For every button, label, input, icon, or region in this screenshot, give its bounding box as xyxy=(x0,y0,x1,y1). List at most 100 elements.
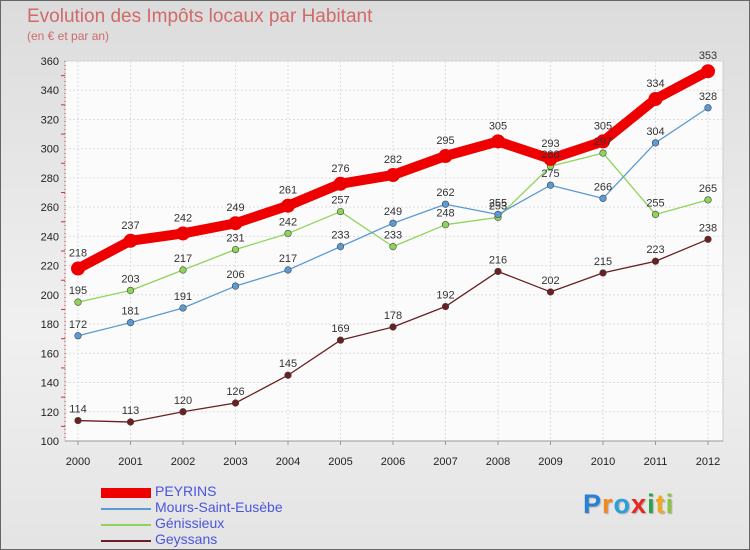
logo-letter: i xyxy=(647,489,656,519)
logo-letter: P xyxy=(583,489,603,519)
data-point xyxy=(701,64,715,79)
data-point xyxy=(704,235,712,243)
y-tick-label: 120 xyxy=(41,407,59,419)
data-point xyxy=(71,261,85,276)
plot-area xyxy=(64,60,724,442)
legend-swatch xyxy=(101,524,151,526)
data-point xyxy=(231,399,240,407)
data-point xyxy=(494,267,502,276)
data-label: 217 xyxy=(279,253,297,265)
data-label: 202 xyxy=(541,275,559,287)
x-tick-label: 2004 xyxy=(276,456,300,468)
x-tick-label: 2008 xyxy=(486,456,510,468)
data-point xyxy=(336,336,345,344)
data-point xyxy=(284,266,292,274)
y-tick-label: 140 xyxy=(41,378,59,390)
legend-swatch xyxy=(101,488,151,498)
logo-letter: o xyxy=(613,489,632,519)
data-label: 249 xyxy=(226,202,244,214)
y-tick-label: 260 xyxy=(41,202,59,214)
data-point xyxy=(543,151,558,166)
data-point xyxy=(546,181,555,189)
data-point xyxy=(179,408,187,416)
data-point xyxy=(441,302,450,311)
data-label: 255 xyxy=(489,197,507,209)
data-label: 203 xyxy=(121,273,139,285)
data-point xyxy=(176,226,190,241)
data-point xyxy=(336,243,345,251)
data-label: 114 xyxy=(69,404,87,416)
data-point xyxy=(651,139,660,147)
data-label: 181 xyxy=(121,306,139,318)
data-label: 242 xyxy=(174,212,192,224)
x-tick-label: 2011 xyxy=(644,456,668,468)
data-label: 216 xyxy=(489,254,507,266)
data-label: 237 xyxy=(121,220,139,232)
data-label: 238 xyxy=(699,222,717,234)
data-label: 113 xyxy=(122,405,140,417)
y-tick-label: 160 xyxy=(41,348,59,360)
y-tick-label: 220 xyxy=(41,261,59,273)
data-label: 145 xyxy=(279,358,297,370)
logo-letter: t xyxy=(655,489,666,519)
data-point xyxy=(494,210,502,219)
data-point xyxy=(648,92,663,106)
data-label: 169 xyxy=(331,323,349,335)
data-label: 255 xyxy=(646,197,664,209)
y-tick-label: 240 xyxy=(41,231,59,243)
y-tick-label: 180 xyxy=(41,319,59,331)
data-point xyxy=(281,198,295,213)
legend-label: Geyssans xyxy=(155,531,218,547)
data-point xyxy=(126,286,135,295)
data-point xyxy=(74,332,82,340)
logo-letter: r xyxy=(602,489,614,519)
data-point xyxy=(438,149,453,163)
data-label: 223 xyxy=(646,244,664,256)
data-label: 126 xyxy=(226,386,244,398)
x-tick-label: 2003 xyxy=(223,456,247,468)
data-label: 192 xyxy=(436,290,454,302)
data-label: 353 xyxy=(699,50,717,62)
data-point xyxy=(441,221,450,229)
x-tick-label: 2005 xyxy=(328,456,352,468)
x-tick-label: 2002 xyxy=(171,456,195,468)
x-tick-label: 2010 xyxy=(591,456,615,468)
data-point xyxy=(651,210,660,219)
data-label: 288 xyxy=(541,149,559,161)
data-point xyxy=(284,371,292,379)
data-label: 191 xyxy=(174,291,192,303)
y-tick-label: 200 xyxy=(41,290,59,302)
data-label: 231 xyxy=(226,233,244,245)
legend-label: Génissieux xyxy=(155,515,225,531)
data-label: 233 xyxy=(331,230,349,242)
data-point xyxy=(546,288,555,296)
data-point xyxy=(231,282,240,290)
data-label: 215 xyxy=(594,256,612,268)
data-label: 195 xyxy=(69,285,87,297)
y-tick-label: 320 xyxy=(41,114,59,126)
data-label: 265 xyxy=(699,183,717,195)
x-tick-label: 2006 xyxy=(381,456,405,468)
logo-letter: x xyxy=(631,489,648,519)
data-point xyxy=(389,243,397,251)
y-tick-label: 280 xyxy=(41,173,59,185)
data-label: 257 xyxy=(331,195,349,207)
data-point xyxy=(386,168,400,182)
data-point xyxy=(704,104,712,112)
data-point xyxy=(74,416,82,425)
data-label: 305 xyxy=(489,120,507,132)
data-point xyxy=(599,194,607,202)
data-label: 295 xyxy=(436,135,454,147)
data-label: 218 xyxy=(69,248,87,260)
data-point xyxy=(441,200,450,208)
data-point xyxy=(389,219,397,227)
data-label: 242 xyxy=(279,216,297,228)
proxiti-logo: Proxiti xyxy=(583,489,674,520)
data-point xyxy=(228,216,243,231)
x-tick-label: 2007 xyxy=(433,456,457,468)
y-tick-label: 100 xyxy=(41,436,59,448)
y-tick-label: 300 xyxy=(41,144,59,156)
legend-label: Mours-Saint-Eusèbe xyxy=(155,499,283,515)
x-tick-label: 2009 xyxy=(538,456,562,468)
